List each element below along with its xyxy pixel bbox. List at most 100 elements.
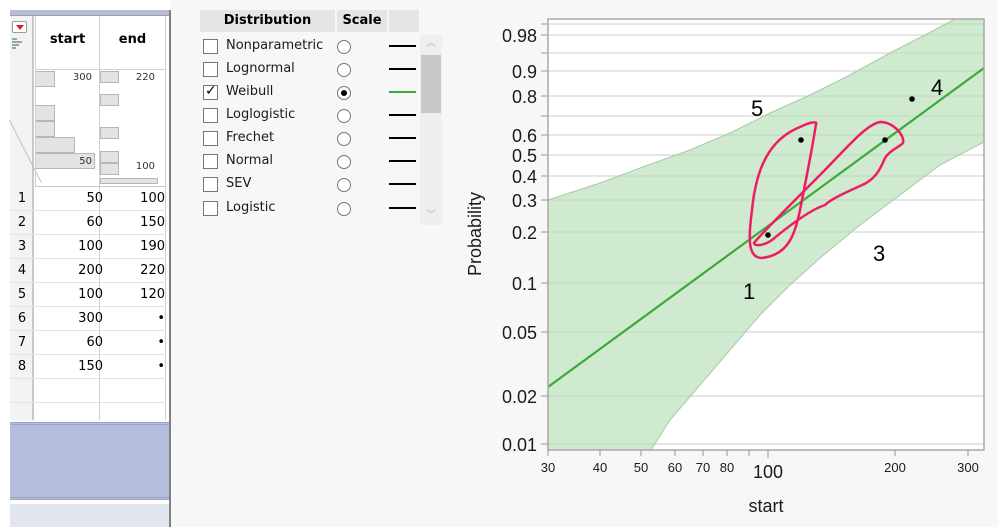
checkbox-lognormal[interactable] [203, 62, 218, 77]
table-row[interactable]: 7 60 • [10, 331, 166, 355]
annotation-loop-5 [748, 121, 818, 260]
dist-row-logistic: Logistic [200, 197, 420, 220]
svg-text:0.3: 0.3 [512, 191, 537, 211]
checkbox-sev[interactable] [203, 177, 218, 192]
panel-divider[interactable] [169, 10, 171, 527]
scale-radio-sev[interactable] [337, 178, 351, 192]
line-swatch [389, 114, 416, 116]
line-swatch [389, 45, 416, 47]
table-footer-light [10, 504, 170, 527]
table-row[interactable]: 3 100 190 [10, 235, 166, 259]
svg-text:200: 200 [884, 460, 906, 475]
y-tick-labels: 0.98 0.9 0.8 0.6 0.5 0.4 0.3 0.2 0.1 0.0… [502, 26, 537, 455]
svg-text:0.4: 0.4 [512, 167, 537, 187]
dist-label: SEV [226, 176, 252, 191]
histogram-start: 300 50 [35, 69, 100, 186]
svg-text:0.5: 0.5 [512, 146, 537, 166]
scroll-up-icon[interactable]: ︿ [426, 38, 436, 49]
hist-bar [100, 127, 119, 139]
svg-text:0.2: 0.2 [512, 223, 537, 243]
svg-text:70: 70 [696, 460, 710, 475]
dist-row-normal: Normal [200, 150, 420, 173]
line-header [389, 10, 419, 32]
scale-radio-nonparametric[interactable] [337, 40, 351, 54]
svg-text:60: 60 [668, 460, 682, 475]
scale-radio-lognormal[interactable] [337, 63, 351, 77]
table-row-empty[interactable] [10, 379, 166, 403]
dist-row-sev: SEV [200, 173, 420, 196]
table-row[interactable]: 8 150 • [10, 355, 166, 379]
svg-text:50: 50 [634, 460, 648, 475]
dist-label: Nonparametric [226, 38, 324, 53]
x-tick-labels: 30 40 50 60 70 80 100 200 300 [541, 460, 979, 482]
x-axis-label: start [748, 496, 783, 516]
column-header-end[interactable]: end [118, 32, 147, 47]
row-header-column [10, 16, 34, 420]
data-table-panel: start 300 50 end 220 100 1 50 100 2 60 150 3… [0, 0, 170, 527]
dist-row-loglogistic: Loglogistic [200, 104, 420, 127]
table-row[interactable]: 2 60 150 [10, 211, 166, 235]
checkbox-frechet[interactable] [203, 131, 218, 146]
svg-text:0.8: 0.8 [512, 87, 537, 107]
checkbox-loglogistic[interactable] [203, 108, 218, 123]
line-swatch-green [389, 91, 416, 93]
dist-row-nonparametric: Nonparametric [200, 35, 420, 58]
hist-bar [100, 71, 119, 83]
hist-max-label: 220 [135, 72, 155, 83]
hist-min-label: 50 [79, 156, 92, 167]
histogram-end: 220 100 [100, 69, 165, 186]
x-ticks [547, 450, 969, 458]
scale-radio-logistic[interactable] [337, 202, 351, 216]
hist-bar [100, 151, 119, 163]
dist-label: Lognormal [226, 61, 295, 76]
table-row[interactable]: 5 100 120 [10, 283, 166, 307]
line-swatch [389, 160, 416, 162]
svg-text:100: 100 [753, 462, 783, 482]
table-footer-band [10, 422, 170, 500]
table-row-empty[interactable] [10, 403, 166, 420]
table-row[interactable]: 4 200 220 [10, 259, 166, 283]
hist-min-label: 100 [135, 161, 155, 172]
hist-bar [35, 137, 75, 153]
svg-text:0.9: 0.9 [512, 62, 537, 82]
plot-frame [547, 18, 985, 451]
hist-bar [35, 105, 55, 121]
svg-text:0.98: 0.98 [502, 26, 537, 46]
line-swatch [389, 183, 416, 185]
column-header-start[interactable]: start [49, 32, 86, 47]
y-ticks [541, 23, 548, 445]
hist-max-label: 300 [72, 72, 92, 83]
dist-label: Normal [226, 153, 274, 168]
line-swatch [389, 68, 416, 70]
scale-radio-normal[interactable] [337, 155, 351, 169]
svg-text:0.01: 0.01 [502, 435, 537, 455]
checkbox-normal[interactable] [203, 154, 218, 169]
scale-radio-frechet[interactable] [337, 132, 351, 146]
checkbox-logistic[interactable] [203, 201, 218, 216]
hist-bar [100, 163, 119, 175]
distribution-scrollbar[interactable]: ︿ ﹀ [420, 35, 442, 225]
weibull-fit-line [547, 67, 985, 388]
red-triangle-menu-icon[interactable] [12, 21, 27, 33]
checkbox-weibull[interactable] [203, 83, 218, 100]
scroll-thumb[interactable] [421, 55, 441, 113]
svg-text:0.1: 0.1 [512, 274, 537, 294]
svg-text:80: 80 [720, 460, 734, 475]
table-row[interactable]: 1 50 100 [10, 187, 166, 211]
table-row[interactable]: 6 300 • [10, 307, 166, 331]
scroll-down-icon[interactable]: ﹀ [426, 210, 436, 221]
line-swatch [389, 137, 416, 139]
checkbox-nonparametric[interactable] [203, 39, 218, 54]
annotation-3: 3 [873, 241, 885, 266]
scale-radio-loglogistic[interactable] [337, 109, 351, 123]
dist-label: Weibull [226, 84, 274, 99]
dist-label: Logistic [226, 200, 276, 215]
dist-row-frechet: Frechet [200, 127, 420, 150]
scale-radio-weibull[interactable] [337, 86, 351, 100]
svg-text:300: 300 [957, 460, 979, 475]
column-lines-icon[interactable] [12, 38, 24, 50]
annotation-loop-3 [752, 120, 905, 247]
distribution-header: Distribution [200, 10, 335, 32]
annotation-4: 4 [931, 75, 943, 100]
svg-text:30: 30 [541, 460, 555, 475]
